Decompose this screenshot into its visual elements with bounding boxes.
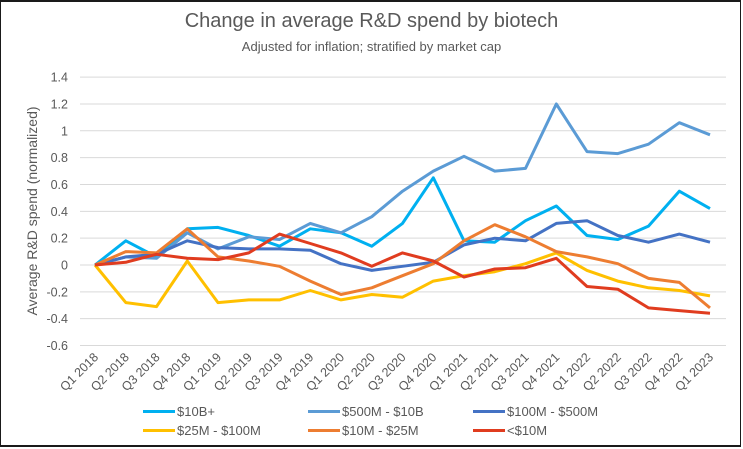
- series-line: [94, 223, 711, 310]
- y-tick-label: 1.2: [51, 97, 68, 111]
- legend-label: $25M - $100M: [177, 423, 261, 438]
- legend-swatch: [143, 410, 175, 413]
- legend-item: $100M - $500M: [473, 404, 598, 419]
- y-tick-label: 0.4: [51, 205, 68, 219]
- y-tick-label: 1.4: [51, 71, 68, 85]
- series-line: [94, 219, 711, 272]
- legend-label: $100M - $500M: [507, 404, 599, 419]
- legend-swatch: [473, 429, 505, 432]
- legend-label: $10B+: [177, 404, 215, 419]
- legend-item: $10B+: [143, 404, 215, 419]
- y-tick-label: 1: [61, 124, 68, 138]
- legend-swatch: [308, 410, 340, 413]
- gridlines: [80, 76, 726, 347]
- legend-item: <$10M: [473, 423, 547, 438]
- series-line: [93, 251, 711, 309]
- y-tick-label: -0.4: [46, 312, 68, 326]
- legend-swatch: [308, 429, 340, 432]
- legend-swatch: [143, 429, 175, 432]
- series-line: [94, 176, 711, 267]
- y-axis-ticks: 1.4 1.2 1 0.8 0.6 0.4 0.2 0 -0.2 -0.4 -0.6: [46, 71, 68, 353]
- legend-item: $500M - $10B: [308, 404, 424, 419]
- series-line: [94, 232, 711, 315]
- y-tick-label: -0.2: [46, 285, 68, 299]
- y-tick-label: 0: [61, 259, 68, 273]
- y-axis-label: Average R&D spend (normalized): [24, 106, 40, 315]
- y-tick-label: 0.6: [51, 178, 68, 192]
- y-tick-label: -0.6: [46, 339, 68, 353]
- y-tick-label: 0.2: [51, 232, 68, 246]
- legend-label: $10M - $25M: [342, 423, 419, 438]
- y-tick-label: 0.8: [51, 151, 68, 165]
- chart-subtitle: Adjusted for inflation; stratified by ma…: [241, 39, 502, 54]
- legend-item: $25M - $100M: [143, 423, 261, 438]
- chart-title: Change in average R&D spend by biotech: [184, 10, 559, 32]
- legend-swatch: [473, 410, 505, 413]
- legend-label: <$10M: [507, 423, 548, 438]
- legend-label: $500M - $10B: [342, 404, 424, 419]
- legend-item: $10M - $25M: [308, 423, 419, 438]
- series-lines: [93, 102, 711, 315]
